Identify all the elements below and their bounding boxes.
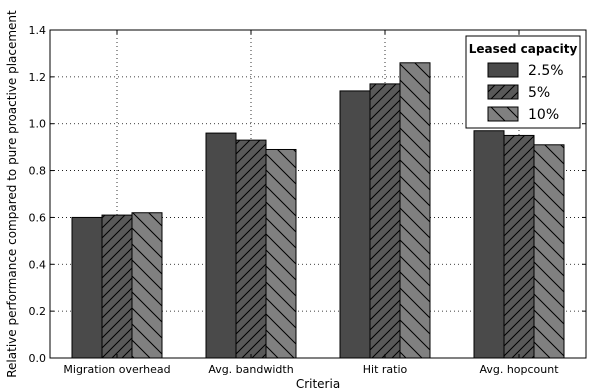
- y-tick-label: 0.2: [29, 305, 47, 318]
- bar-avg-bandwidth-series-0: [205, 132, 237, 359]
- bar-avg-hopcount-series-1: [503, 134, 535, 359]
- y-axis-label: Relative performance compared to pure pr…: [5, 10, 19, 378]
- y-tick-label: 1.2: [29, 71, 47, 84]
- y-tick-label: 0.8: [29, 165, 47, 178]
- x-axis-label: Criteria: [296, 377, 340, 391]
- legend: Leased capacity 2.5% 5% 10%: [465, 35, 581, 129]
- y-tick-label: 0.0: [29, 352, 47, 365]
- bar-avg-bandwidth-series-1: [235, 139, 267, 359]
- legend-swatch: [487, 62, 519, 78]
- bar-hit-ratio-series-0: [339, 90, 371, 359]
- bar-avg-hopcount-series-0: [473, 130, 505, 359]
- y-tick-label: 1.4: [29, 24, 47, 37]
- bar-migration-overhead-series-0: [71, 216, 103, 359]
- legend-entry-label: 2.5%: [528, 63, 564, 79]
- bar-migration-overhead-series-1: [101, 214, 133, 359]
- bar-hit-ratio-series-2: [399, 62, 431, 359]
- bar-hit-ratio-series-1: [369, 83, 401, 359]
- legend-swatch: [487, 84, 519, 100]
- y-axis-ticks: 0.0 0.2 0.4 0.6 0.8 1.0 1.2 1.4: [29, 24, 586, 365]
- bars: [71, 62, 565, 359]
- bar-avg-hopcount-series-2: [533, 144, 565, 359]
- x-axis-ticks: Migration overhead Avg. bandwidth Hit rati…: [63, 30, 559, 376]
- x-tick-label: Avg. hopcount: [479, 363, 559, 376]
- plot-frame: [49, 29, 587, 359]
- y-tick-label: 0.6: [29, 211, 47, 224]
- bar-avg-bandwidth-series-2: [265, 148, 297, 359]
- legend-entry-label: 5%: [528, 85, 550, 101]
- x-tick-label: Avg. bandwidth: [208, 363, 293, 376]
- legend-entry-label: 10%: [528, 107, 559, 123]
- bar-migration-overhead-series-2: [131, 212, 163, 359]
- x-tick-label: Hit ratio: [363, 363, 408, 376]
- x-tick-label: Migration overhead: [63, 363, 170, 376]
- legend-title: Leased capacity: [469, 42, 578, 56]
- legend-swatch: [487, 106, 519, 122]
- y-tick-label: 1.0: [29, 118, 47, 131]
- y-tick-label: 0.4: [29, 258, 47, 271]
- legend-box: [465, 35, 581, 129]
